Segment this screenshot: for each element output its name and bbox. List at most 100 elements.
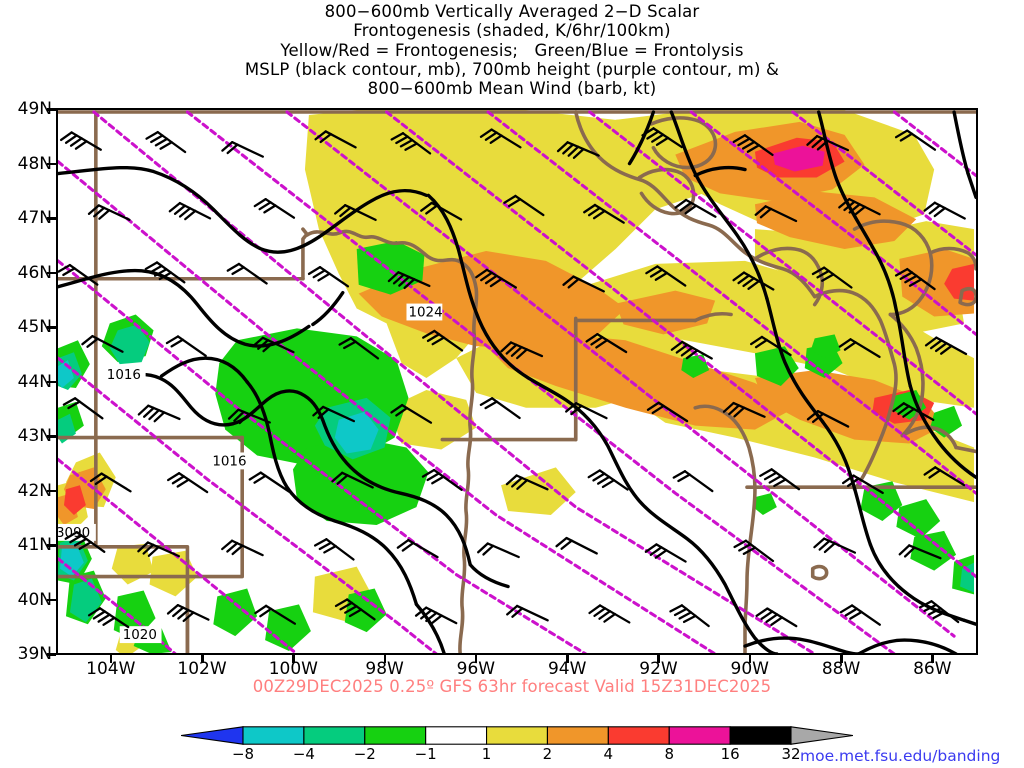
title-line-5: 800−600mb Mean Wind (barb, kt)	[367, 79, 657, 99]
wind-barb-flag	[598, 610, 612, 620]
latitude-label: 39N	[17, 644, 52, 664]
colorbar[interactable]	[181, 726, 853, 745]
wind-barb-flag	[841, 474, 855, 485]
wind-barb-flag	[430, 614, 443, 625]
wind-barb-flag	[506, 604, 519, 616]
wind-barb-flag	[81, 334, 94, 346]
latitude-label: 42N	[17, 480, 52, 501]
wind-barb-flag	[414, 606, 428, 617]
wind-barb-flag	[811, 412, 825, 424]
wind-barb-flag	[672, 470, 687, 479]
colorbar-segment	[790, 726, 853, 745]
wind-barb-flag	[226, 262, 241, 272]
wind-barb-flag	[147, 546, 160, 557]
wind-barb-flag	[233, 410, 245, 422]
colorbar-segment	[425, 726, 488, 745]
wind-barb-flag	[69, 137, 83, 147]
wind-barb-flag	[59, 131, 73, 142]
wind-barb-flag	[741, 140, 756, 150]
svg-text:1016: 1016	[212, 454, 246, 469]
wind-barb-flag	[58, 263, 71, 273]
wind-barb-flag	[928, 204, 942, 215]
wind-barb-flag	[475, 268, 489, 279]
wind-barb-flag	[846, 477, 860, 488]
longitude-tick	[657, 655, 660, 663]
colorbar-segment	[181, 726, 244, 745]
colorbar-segment	[486, 726, 548, 745]
wind-barb-flag	[64, 134, 78, 144]
wind-barb-flag	[816, 139, 829, 151]
wind-barb-flag	[231, 266, 245, 276]
wind-barb-flag	[848, 203, 861, 214]
wind-barb-flag	[685, 349, 699, 360]
wind-barb-flag	[588, 604, 602, 615]
wind-barb-flag	[158, 271, 173, 281]
wind-barb-flag	[746, 144, 761, 153]
wind-barb-flag	[768, 474, 782, 484]
wind-barb-flag	[818, 539, 831, 551]
wind-barb-flag	[759, 207, 772, 219]
wind-barb-flag	[78, 541, 93, 550]
wind-barb-flag	[67, 400, 81, 410]
colorbar-tick-label: −4	[292, 745, 315, 763]
wind-barb-flag	[166, 604, 180, 615]
colorbar-tick-label: 16	[720, 745, 740, 763]
wind-barb-flag	[150, 134, 164, 144]
wind-barb-flag	[399, 138, 414, 148]
wind-barb-flag	[395, 406, 409, 417]
wind-barb-flag	[565, 402, 578, 413]
wind-barb-flag	[923, 466, 937, 476]
wind-barb-flag	[93, 206, 106, 218]
wind-barb-flag	[221, 539, 234, 551]
wind-barb-flag	[142, 543, 155, 555]
wind-barb-flag	[813, 537, 826, 549]
wind-barb-flag	[560, 539, 573, 550]
wind-barb-flag	[336, 474, 349, 485]
wind-barb-flag	[738, 543, 752, 552]
wind-barb-flag	[680, 346, 694, 357]
wind-barb-flag	[673, 607, 688, 617]
wind-barb-flag	[737, 137, 751, 147]
wind-barb-flag	[669, 604, 684, 613]
wind-barb-flag	[933, 206, 947, 218]
longitude-tick	[109, 655, 113, 663]
wind-barb-flag	[403, 278, 416, 290]
wind-barb-flag	[806, 134, 819, 146]
wind-barb-flag	[843, 341, 857, 351]
wind-barb-flag	[742, 546, 757, 555]
wind-barb-flag	[684, 204, 698, 215]
latitude-label: 48N	[17, 153, 52, 174]
wind-barb-flag	[728, 404, 740, 416]
latitude-tick	[47, 435, 56, 438]
longitude-label: 104W	[86, 659, 136, 679]
wind-barb-flag	[853, 205, 866, 217]
wind-barb-flag	[932, 610, 947, 620]
wind-barb-flag	[923, 603, 938, 613]
map-plot-area[interactable]: 1016 1016 1020 1024 3090	[56, 108, 978, 655]
wind-barb-flag	[928, 469, 942, 479]
svg-text:1020: 1020	[123, 628, 157, 643]
wind-barb-flag	[682, 614, 697, 624]
wind-barb-flag	[733, 406, 746, 418]
wind-barb-flag	[484, 131, 498, 141]
wind-barb-flag	[238, 412, 251, 425]
wind-barb-flag	[178, 207, 192, 218]
wind-barb-flag	[507, 198, 522, 208]
wind-barb-flag	[737, 274, 751, 285]
wind-barb-flag	[258, 201, 272, 211]
wind-barb-flag	[253, 474, 267, 484]
wind-barb-flag	[811, 137, 824, 149]
wind-barb-flag	[87, 607, 102, 617]
wind-barb-flag	[137, 404, 150, 416]
mslp-contours	[58, 110, 976, 653]
wind-barb-flag	[425, 611, 438, 623]
wind-barb-flag	[87, 204, 100, 215]
wind-barb-flag	[649, 546, 663, 556]
wind-barb-flag	[339, 206, 352, 218]
wind-barb-flag	[904, 274, 918, 284]
wind-barb-flag	[823, 542, 836, 554]
colorbar-segment	[668, 726, 731, 745]
latitude-label: 49N	[17, 99, 52, 119]
wind-barb-flag	[312, 405, 325, 417]
wind-barb-flag	[334, 204, 347, 215]
